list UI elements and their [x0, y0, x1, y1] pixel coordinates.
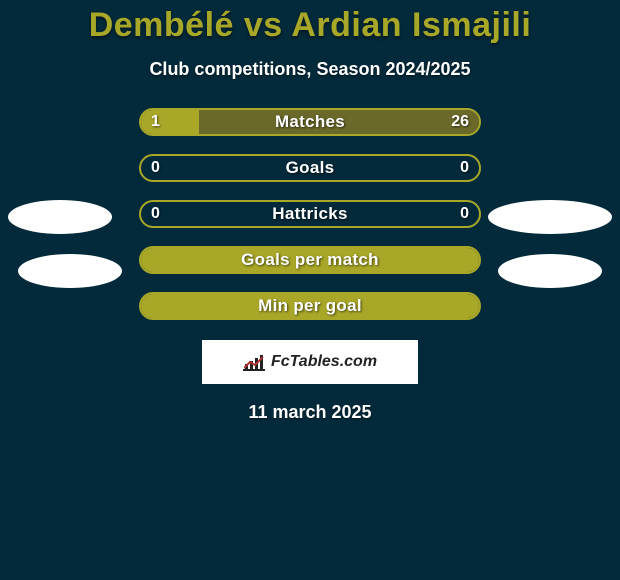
stat-row: Hattricks0 0: [139, 200, 481, 228]
stat-row: Goals per match: [139, 246, 481, 274]
stat-value-left: 0: [151, 159, 160, 177]
stat-row: Goals0 0: [139, 154, 481, 182]
stat-value-right: 0: [460, 159, 469, 177]
stat-fill-right: [199, 110, 479, 134]
branding-text: FcTables.com: [271, 353, 377, 371]
stat-fill-left: [141, 294, 481, 318]
branding-badge: FcTables.com: [202, 340, 418, 384]
stat-row: Matches126: [139, 108, 481, 136]
stat-fill-left: [141, 248, 481, 272]
stat-label: Hattricks: [141, 204, 479, 224]
stat-value-right: 0: [460, 205, 469, 223]
stat-label: Goals: [141, 158, 479, 178]
stat-fill-left: [141, 110, 203, 134]
comparison-infographic: Dembélé vs Ardian Ismajili Club competit…: [0, 0, 620, 423]
player-right-avatar-1: [488, 200, 612, 234]
date-label: 11 march 2025: [0, 402, 620, 423]
trend-line-icon: [244, 356, 264, 370]
bar-chart-icon: [243, 353, 265, 371]
player-left-avatar-1: [8, 200, 112, 234]
stat-rows: Matches126Goals00Hattricks00Goals per ma…: [139, 108, 481, 320]
stat-value-left: 0: [151, 205, 160, 223]
player-left-avatar-2: [18, 254, 122, 288]
stat-row: Min per goal: [139, 292, 481, 320]
player-right-avatar-2: [498, 254, 602, 288]
page-subtitle: Club competitions, Season 2024/2025: [0, 59, 620, 80]
page-title: Dembélé vs Ardian Ismajili: [0, 6, 620, 45]
